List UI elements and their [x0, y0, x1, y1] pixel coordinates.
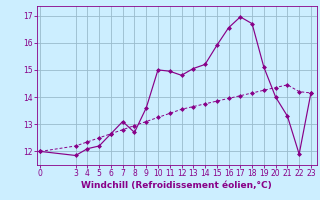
- X-axis label: Windchill (Refroidissement éolien,°C): Windchill (Refroidissement éolien,°C): [81, 181, 272, 190]
